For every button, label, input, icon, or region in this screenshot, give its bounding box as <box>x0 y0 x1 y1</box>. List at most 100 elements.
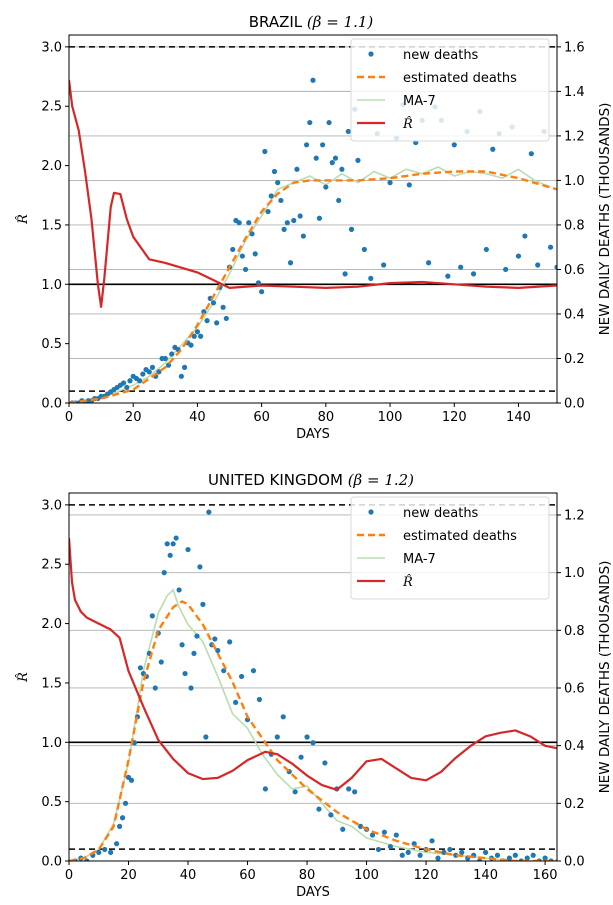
x-tick-label: 120 <box>414 868 439 883</box>
new-deaths-point <box>238 673 245 680</box>
y-right-tick-label: 0.6 <box>564 263 585 278</box>
new-deaths-point <box>482 849 489 855</box>
y-left-tick-label: 0.5 <box>41 795 62 810</box>
new-deaths-point <box>316 806 322 812</box>
new-deaths-point <box>256 696 263 703</box>
x-tick-label: 100 <box>354 868 379 883</box>
new-deaths-point <box>242 266 249 273</box>
new-deaths-point <box>406 182 412 188</box>
new-deaths-point <box>162 355 168 362</box>
legend: new deaths estimated deaths MA-7 R̂ <box>350 496 550 600</box>
y-left-tick-label: 3.0 <box>41 498 62 513</box>
new-deaths-point <box>297 213 303 219</box>
new-deaths-point <box>470 271 477 277</box>
legend-label: MA-7 <box>403 94 436 109</box>
new-deaths-point <box>268 193 274 199</box>
y-left-axis-label: R̂ <box>15 214 31 225</box>
new-deaths-point <box>381 829 388 835</box>
x-tick-label: 100 <box>378 410 403 425</box>
new-deaths-point <box>542 855 548 861</box>
chart-title-text: BRAZIL <box>249 13 307 31</box>
new-deaths-point <box>275 180 281 186</box>
new-deaths-point <box>477 858 483 861</box>
y-left-tick-label: 1.5 <box>41 218 62 233</box>
new-deaths-point <box>236 220 242 226</box>
new-deaths-point <box>140 371 146 377</box>
new-deaths-point <box>336 197 342 204</box>
new-deaths-point <box>298 754 304 760</box>
new-deaths-point <box>167 552 173 558</box>
new-deaths-point <box>399 852 405 858</box>
new-deaths-point <box>137 665 144 671</box>
legend-swatch-new-deaths <box>368 509 374 515</box>
y-left-tick-label: 2.5 <box>41 100 62 115</box>
new-deaths-point <box>194 633 200 639</box>
new-deaths-point <box>417 852 423 858</box>
y-left-tick-label: 3.0 <box>41 40 62 55</box>
y-right-tick-label: 1.0 <box>564 566 585 581</box>
new-deaths-point <box>114 841 120 847</box>
new-deaths-point <box>332 155 339 161</box>
y-right-tick-label: 1.2 <box>564 129 585 144</box>
y-left-tick-label: 2.0 <box>41 617 62 632</box>
new-deaths-point <box>346 786 352 792</box>
y-right-axis-label: NEW DAILY DEATHS (THOUSANDS) <box>597 561 613 794</box>
y-left-tick-label: 0.0 <box>41 855 62 870</box>
new-deaths-point <box>512 852 518 858</box>
new-deaths-point <box>223 315 229 322</box>
new-deaths-point <box>339 166 345 172</box>
new-deaths-point <box>524 855 530 861</box>
new-deaths-point <box>122 800 129 806</box>
new-deaths-point <box>265 208 271 215</box>
new-deaths-point <box>152 685 158 691</box>
new-deaths-point <box>483 246 489 253</box>
new-deaths-point <box>278 197 284 204</box>
new-deaths-point <box>206 509 212 515</box>
new-deaths-point <box>108 849 114 855</box>
new-deaths-point <box>158 659 164 665</box>
legend-label: estimated deaths <box>403 71 517 86</box>
new-deaths-point <box>411 841 417 847</box>
new-deaths-point <box>307 119 313 126</box>
y-right-tick-label: 0.6 <box>564 681 585 696</box>
new-deaths-point <box>164 541 170 547</box>
new-deaths-point <box>262 786 268 792</box>
new-deaths-point <box>185 546 191 553</box>
new-deaths-point <box>494 852 501 858</box>
x-axis-label: DAYS <box>296 885 330 900</box>
new-deaths-point <box>535 262 541 268</box>
new-deaths-point <box>274 734 280 740</box>
new-deaths-point <box>233 699 239 706</box>
x-tick-label: 20 <box>120 868 137 883</box>
y-right-tick-label: 1.2 <box>564 508 585 523</box>
new-deaths-point <box>200 601 206 607</box>
new-deaths-point <box>250 668 257 674</box>
legend-swatch-new-deaths <box>368 51 374 57</box>
x-tick-label: 140 <box>473 868 498 883</box>
new-deaths-point <box>191 650 197 656</box>
new-deaths-point <box>355 157 361 163</box>
new-deaths-point <box>220 304 226 310</box>
y-right-tick-label: 0.8 <box>564 218 585 233</box>
series-ma7-line <box>69 588 557 861</box>
new-deaths-point <box>316 215 323 221</box>
new-deaths-point <box>201 309 207 315</box>
new-deaths-point <box>425 260 432 266</box>
new-deaths-point <box>352 789 358 795</box>
new-deaths-point <box>170 541 176 547</box>
new-deaths-point <box>96 849 102 855</box>
new-deaths-point <box>212 636 218 642</box>
new-deaths-point <box>506 855 512 861</box>
new-deaths-point <box>522 233 528 239</box>
new-deaths-point <box>252 251 258 257</box>
new-deaths-point <box>156 369 162 375</box>
new-deaths-point <box>503 266 509 273</box>
new-deaths-point <box>435 855 441 861</box>
new-deaths-point <box>530 852 536 858</box>
new-deaths-point <box>173 535 179 541</box>
new-deaths-point <box>281 226 287 232</box>
new-deaths-point <box>441 849 447 855</box>
new-deaths-point <box>429 838 435 844</box>
chart-title: UNITED KINGDOM (β = 1.2) <box>208 471 414 489</box>
y-right-tick-label: 1.0 <box>564 174 585 189</box>
